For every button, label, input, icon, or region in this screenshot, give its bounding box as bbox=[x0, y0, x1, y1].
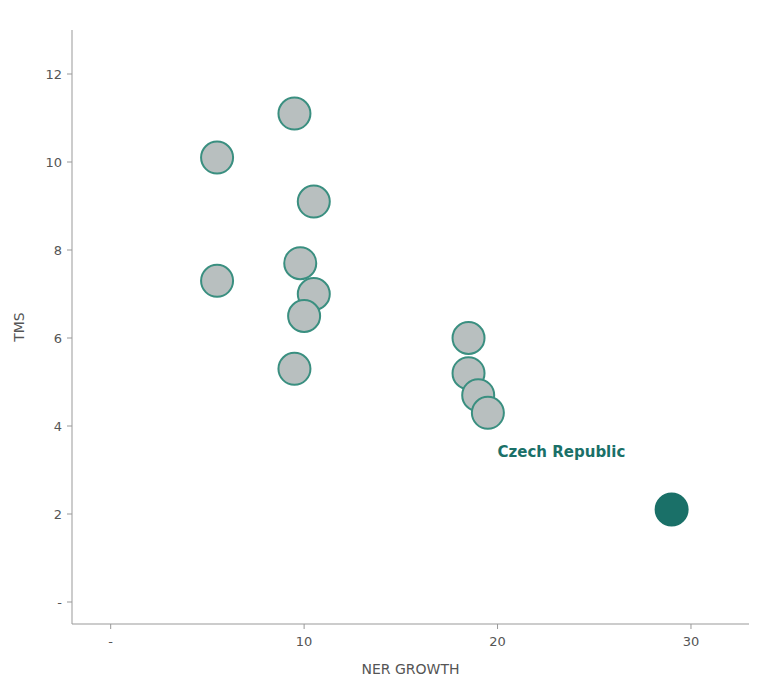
scatter-point bbox=[201, 265, 233, 297]
x-tick-label: 10 bbox=[296, 634, 313, 649]
chart-container: - 10 20 30 - 2 4 6 8 10 12 NER GROWTH TMS Czech Repub… bbox=[0, 0, 779, 696]
scatter-point bbox=[298, 186, 330, 218]
scatter-point bbox=[278, 353, 310, 385]
y-tick bbox=[67, 514, 72, 515]
x-tick bbox=[690, 624, 691, 629]
y-axis-label: TMS bbox=[11, 312, 27, 343]
y-tick-label: 10 bbox=[45, 155, 62, 170]
scatter-point bbox=[472, 397, 504, 429]
annotation: Czech Republic bbox=[498, 443, 626, 461]
y-tick-label: - bbox=[57, 595, 62, 610]
x-tick-label: - bbox=[108, 634, 113, 649]
y-tick-label: 12 bbox=[45, 67, 62, 82]
x-axis-label: NER GROWTH bbox=[361, 661, 459, 677]
x-tick bbox=[497, 624, 498, 629]
y-tick bbox=[67, 250, 72, 251]
x-axis-line bbox=[72, 624, 749, 625]
x-tick-label: 20 bbox=[489, 634, 506, 649]
y-axis-line bbox=[72, 30, 73, 624]
scatter-point bbox=[288, 300, 320, 332]
y-tick bbox=[67, 602, 72, 603]
x-tick bbox=[304, 624, 305, 629]
scatter-point bbox=[278, 98, 310, 130]
points bbox=[201, 98, 688, 526]
scatter-point bbox=[453, 322, 485, 354]
scatter-point bbox=[284, 247, 316, 279]
scatter-point bbox=[201, 142, 233, 174]
x-tick-label: 30 bbox=[683, 634, 700, 649]
y-tick-label: 8 bbox=[54, 243, 62, 258]
x-tick bbox=[110, 624, 111, 629]
y-tick bbox=[67, 162, 72, 163]
y-tick-label: 4 bbox=[54, 419, 62, 434]
scatter-point bbox=[656, 494, 688, 526]
y-tick bbox=[67, 74, 72, 75]
chart-svg: - 10 20 30 - 2 4 6 8 10 12 NER GROWTH TMS Czech Repub… bbox=[0, 0, 779, 696]
y-tick bbox=[67, 338, 72, 339]
y-tick-label: 2 bbox=[54, 507, 62, 522]
y-tick-label: 6 bbox=[54, 331, 62, 346]
y-tick bbox=[67, 426, 72, 427]
